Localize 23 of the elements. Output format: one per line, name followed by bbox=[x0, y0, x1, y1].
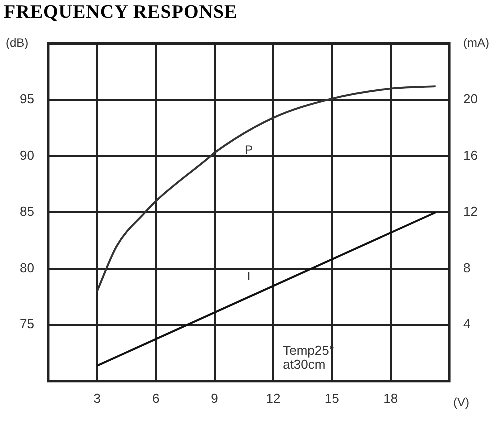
x-tick-label: 12 bbox=[266, 390, 281, 406]
x-tick-label: 6 bbox=[152, 390, 160, 406]
y-axis-title: (dB) bbox=[6, 36, 29, 50]
y2-tick-label: 20 bbox=[464, 92, 478, 107]
y-tick-label: 90 bbox=[20, 148, 34, 163]
y-tick-label: 75 bbox=[20, 316, 34, 332]
y2-tick-label: 16 bbox=[464, 148, 478, 163]
x-tick-label: 9 bbox=[211, 390, 218, 406]
x-tick-label: 18 bbox=[384, 390, 398, 406]
y2-tick-label: 8 bbox=[464, 260, 471, 276]
y-tick-label: 95 bbox=[20, 92, 34, 107]
x-tick-label: 3 bbox=[94, 390, 101, 406]
y2-axis-title: (mA) bbox=[464, 36, 490, 50]
y2-tick-label: 4 bbox=[464, 316, 471, 332]
x-tick-label: 15 bbox=[324, 390, 340, 406]
series-label: P bbox=[244, 142, 254, 157]
x-axis-title: (V) bbox=[454, 396, 470, 410]
y2-tick-label: 12 bbox=[464, 204, 478, 220]
y-tick-label: 85 bbox=[20, 204, 34, 220]
line-series bbox=[96, 86, 437, 292]
y-tick-label: 80 bbox=[20, 260, 34, 276]
series-label: I bbox=[247, 270, 251, 284]
chart-title: FREQUENCY RESPONSE bbox=[4, 2, 238, 24]
